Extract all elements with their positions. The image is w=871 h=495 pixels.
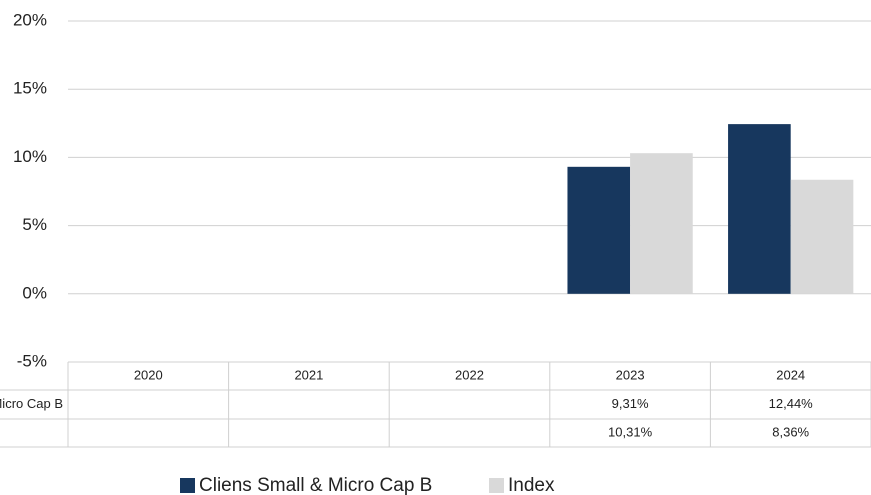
y-tick-label: 20% bbox=[13, 10, 47, 29]
x-tick-label: 2023 bbox=[616, 367, 645, 382]
y-tick-label: 15% bbox=[13, 79, 47, 98]
x-tick-label: 2020 bbox=[134, 367, 163, 382]
table-value: 10,31% bbox=[608, 424, 653, 439]
x-tick-label: 2022 bbox=[455, 367, 484, 382]
bar bbox=[567, 166, 631, 294]
x-tick-label: 2024 bbox=[776, 367, 805, 382]
y-tick-label: -5% bbox=[17, 351, 47, 370]
legend-swatch bbox=[489, 478, 504, 493]
y-tick-label: 5% bbox=[22, 215, 47, 234]
legend-swatch bbox=[180, 478, 195, 493]
legend-label: Index bbox=[508, 475, 555, 495]
x-tick-label: 2021 bbox=[294, 367, 323, 382]
bar bbox=[630, 153, 693, 294]
y-tick-label: 0% bbox=[22, 283, 47, 302]
table-row-label: Cliens Small & Micro Cap B bbox=[0, 396, 63, 411]
table-value: 8,36% bbox=[772, 424, 809, 439]
y-tick-label: 10% bbox=[13, 147, 47, 166]
bar bbox=[728, 124, 791, 294]
table-value: 9,31% bbox=[612, 396, 649, 411]
bar bbox=[790, 179, 854, 294]
table-value: 12,44% bbox=[769, 396, 814, 411]
legend-label: Cliens Small & Micro Cap B bbox=[199, 475, 432, 495]
